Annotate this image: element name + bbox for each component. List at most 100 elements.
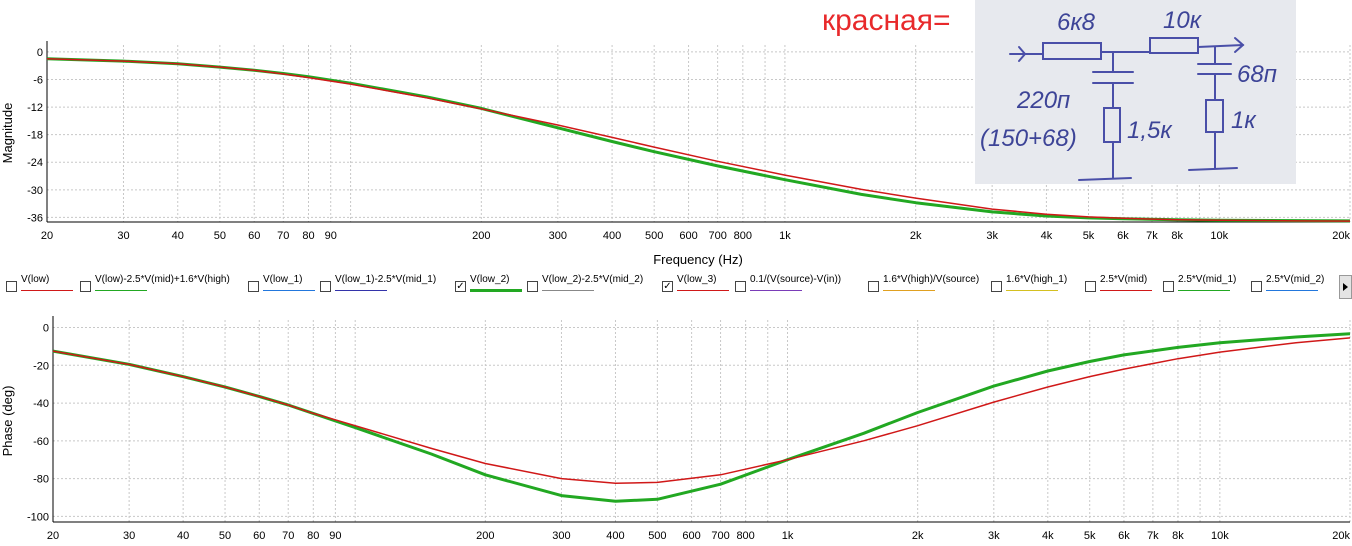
legend-label: V(low) [21,274,50,285]
phase-x-tick-label: 800 [736,530,754,542]
magnitude-x-tick-label: 70 [277,230,289,242]
legend-label: 2.5*V(mid_2) [1266,274,1325,285]
phase-x-tick-label: 30 [123,530,135,542]
schematic-label-c1-sum: (150+68) [980,125,1077,152]
legend-label: 1.6*V(high)/V(source) [883,274,980,285]
legend-checkbox[interactable]: ✓ [455,281,466,292]
legend-checkbox[interactable] [991,281,1002,292]
magnitude-x-tick-label: 300 [549,230,567,242]
phase-x-tick-label: 200 [476,530,494,542]
phase-chart: 0 -20 -40 -60 -80 -100 20 30 40 50 60 70 80 90 200 300 4… [27,316,1351,542]
magnitude-x-tick-label: 60 [248,230,260,242]
legend-checkbox[interactable] [80,281,91,292]
phase-x-tick-label: 1k [782,530,794,542]
magnitude-x-tick-label: 50 [214,230,226,242]
magnitude-y-tick-label: 0 [37,47,43,59]
legend-swatch [1100,290,1152,291]
arrow-right-icon [1343,283,1348,291]
legend-checkbox[interactable] [320,281,331,292]
magnitude-x-tick-label: 200 [472,230,490,242]
schematic-label-r4: 1к [1231,107,1257,134]
legend-label: V(low_2)-2.5*V(mid_2) [542,274,644,285]
magnitude-y-axis-label: Magnitude [0,103,15,164]
legend-checkbox[interactable] [6,281,17,292]
magnitude-x-tick-label: 2k [910,230,922,242]
phase-y-tick-label: 0 [43,323,49,335]
magnitude-x-tick-label: 30 [117,230,129,242]
legend-swatch [95,290,147,291]
magnitude-x-tick-label: 800 [734,230,752,242]
magnitude-x-tick-label: 10k [1210,230,1228,242]
magnitude-x-tick-label: 20 [41,230,53,242]
legend-checkbox[interactable] [1163,281,1174,292]
phase-x-tick-label: 600 [682,530,700,542]
schematic-label-r1: 6к8 [1057,9,1096,36]
legend-checkbox[interactable] [1085,281,1096,292]
phase-x-tick-label: 400 [606,530,624,542]
legend-swatch [21,290,73,291]
phase-x-tick-label: 4k [1042,530,1054,542]
legend-label: V(low)-2.5*V(mid)+1.6*V(high) [95,274,230,285]
legend-label: 2.5*V(mid) [1100,274,1148,285]
phase-x-tick-label: 90 [329,530,341,542]
phase-series-v-low-3- [52,337,1351,485]
legend-checkbox[interactable] [868,281,879,292]
phase-x-tick-label: 5k [1084,530,1096,542]
legend-label: V(low_1) [263,274,303,285]
magnitude-x-tick-label: 4k [1041,230,1053,242]
legend-swatch [750,290,802,291]
magnitude-x-tick-label: 90 [325,230,337,242]
phase-y-tick-label: -40 [33,398,49,410]
legend-label: V(low_2) [470,274,510,285]
magnitude-x-tick-label: 8k [1171,230,1183,242]
legend-bar: V(low) V(low)-2.5*V(mid)+1.6*V(high) V(low… [0,270,1352,298]
magnitude-x-tick-label: 1k [779,230,791,242]
rc-filter-schematic: 6к8 10к 220п (150+68) 1,5к 68п 1к [980,7,1277,181]
legend-swatch [1266,290,1318,291]
magnitude-y-tick-label: -6 [33,74,43,86]
phase-x-tick-label: 10k [1211,530,1229,542]
phase-x-tick-label: 8k [1172,530,1184,542]
phase-y-axis-label: Phase (deg) [0,386,15,457]
legend-checkbox[interactable] [527,281,538,292]
legend-checkbox[interactable] [1251,281,1262,292]
magnitude-y-tick-label: -36 [27,212,43,224]
magnitude-x-tick-label: 80 [302,230,314,242]
magnitude-x-tick-label: 400 [603,230,621,242]
magnitude-series-v-low-3- [46,58,1351,222]
phase-y-tick-label: -100 [27,511,49,523]
legend-swatch [677,290,729,291]
phase-x-tick-label: 60 [253,530,265,542]
phase-x-tick-label: 300 [552,530,570,542]
magnitude-x-tick-label: 600 [679,230,697,242]
phase-y-tick-label: -80 [33,474,49,486]
legend-checkbox[interactable] [248,281,259,292]
schematic-photo: 6к8 10к 220п (150+68) 1,5к 68п 1к [975,0,1296,184]
phase-x-tick-label: 20 [47,530,59,542]
legend-swatch [883,290,935,291]
magnitude-x-tick-label: 5k [1083,230,1095,242]
magnitude-y-tick-label: -12 [27,102,43,114]
magnitude-x-tick-label: 40 [172,230,184,242]
magnitude-y-tick-label: -30 [27,185,43,197]
schematic-label-c1: 220п [1016,87,1070,114]
legend-swatch [470,289,522,292]
legend-scroll-right-button[interactable] [1339,275,1352,299]
magnitude-x-tick-label: 3k [986,230,998,242]
magnitude-x-tick-label: 7k [1146,230,1158,242]
phase-y-tick-label: -20 [33,360,49,372]
magnitude-y-tick-label: -18 [27,130,43,142]
phase-series-v-low-2- [52,332,1351,503]
legend-label: 2.5*V(mid_1) [1178,274,1237,285]
phase-y-tick-label: -60 [33,436,49,448]
magnitude-x-axis-label: Frequency (Hz) [653,252,743,267]
schematic-label-c2: 68п [1237,61,1277,88]
legend-checkbox[interactable]: ✓ [662,281,673,292]
legend-swatch [542,290,594,291]
phase-x-tick-label: 3k [988,530,1000,542]
legend-checkbox[interactable] [735,281,746,292]
phase-x-tick-label: 70 [282,530,294,542]
legend-swatch [1178,290,1230,291]
magnitude-y-tick-label: -24 [27,157,43,169]
phase-x-tick-label: 700 [711,530,729,542]
